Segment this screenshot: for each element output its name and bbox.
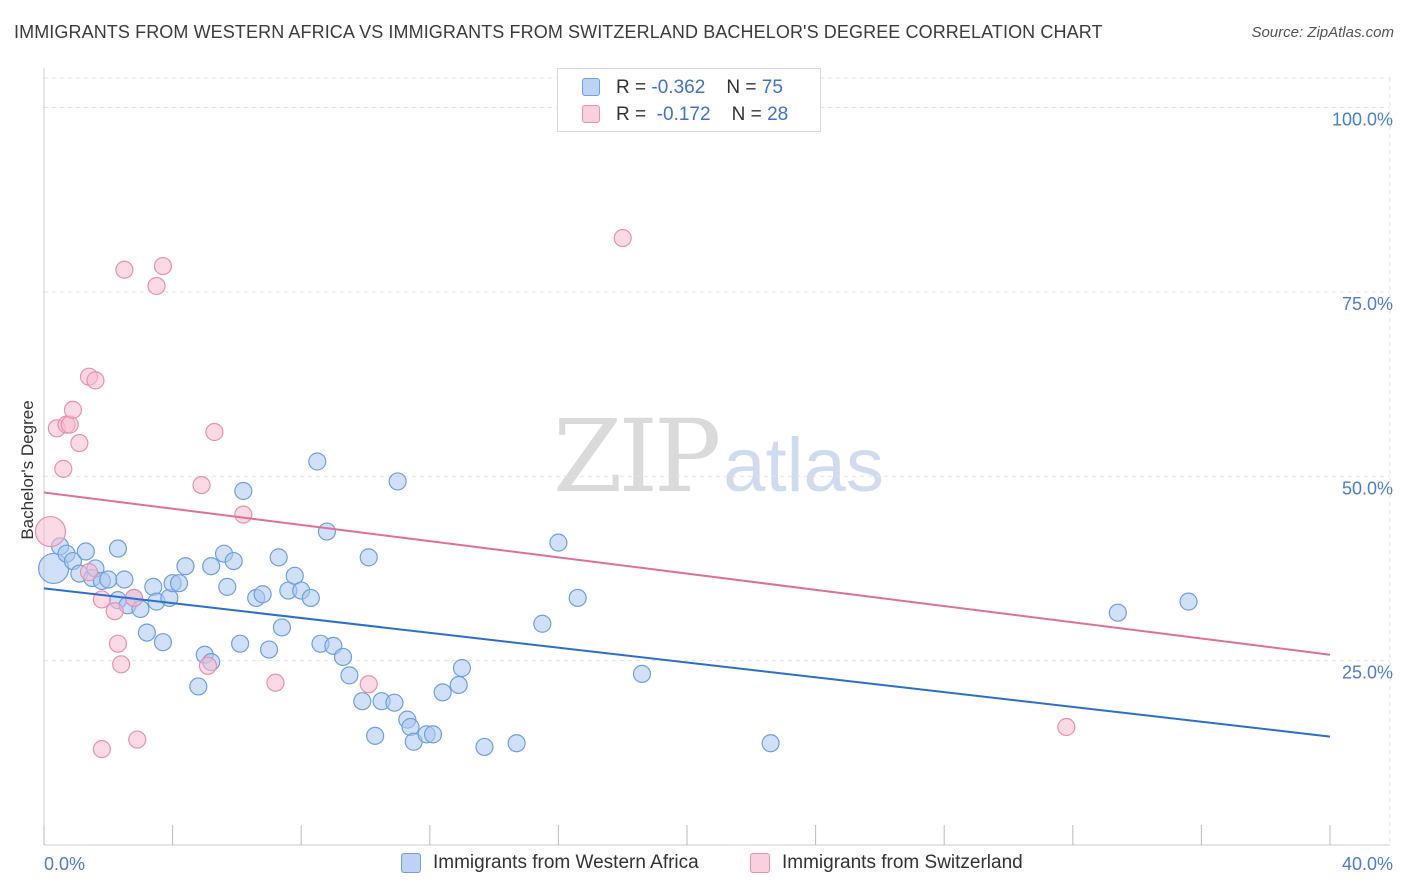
data-point-western-africa — [115, 570, 134, 589]
data-point-western-africa — [317, 522, 337, 541]
legend-n-label: N = — [731, 104, 762, 125]
data-point-western-africa — [272, 618, 292, 637]
y-axis-label: Bachelor's Degree — [18, 400, 37, 540]
watermark: ZIPatlas — [553, 398, 884, 515]
data-point-western-africa — [108, 539, 128, 558]
y-tick-label: 100.0% — [1332, 110, 1393, 130]
data-point-western-africa — [1179, 592, 1198, 611]
data-point-western-africa — [76, 542, 95, 561]
data-point-western-africa — [153, 633, 173, 652]
data-point-western-africa — [549, 533, 568, 552]
data-point-western-africa — [231, 634, 250, 653]
correlation-legend: R = -0.362 N = 75 R = -0.172 N = 28 — [557, 68, 821, 132]
legend-n-value: 28 — [767, 104, 789, 125]
legend-n-value: 75 — [761, 77, 783, 98]
data-point-western-africa — [259, 640, 279, 659]
data-point-western-africa — [353, 692, 372, 711]
legend-label-switzerland: Immigrants from Switzerland — [782, 852, 1023, 873]
data-point-switzerland — [234, 505, 253, 524]
data-point-western-africa — [234, 481, 253, 501]
data-point-switzerland — [63, 400, 83, 419]
data-point-switzerland — [192, 476, 211, 495]
y-tick-label: 75.0% — [1342, 294, 1393, 314]
chart-title: IMMIGRANTS FROM WESTERN AFRICA VS IMMIGR… — [14, 22, 1103, 42]
data-point-switzerland — [153, 256, 173, 276]
legend-swatch-pink — [582, 105, 600, 123]
data-point-switzerland — [266, 673, 285, 692]
trend-line-western-africa — [43, 587, 1331, 738]
legend-r-value: -0.172 — [656, 104, 711, 125]
data-point-western-africa — [333, 647, 353, 667]
data-point-switzerland — [198, 656, 218, 675]
data-point-western-africa — [568, 588, 587, 608]
legend-swatch-blue — [401, 853, 421, 873]
data-point-western-africa — [1108, 603, 1127, 622]
data-point-western-africa — [533, 614, 552, 633]
x-tick-label-min: 0.0% — [44, 854, 85, 874]
data-point-western-africa — [308, 452, 327, 471]
watermark-zip: ZIP — [553, 398, 721, 515]
data-point-switzerland — [128, 730, 147, 749]
data-point-western-africa — [452, 658, 472, 678]
data-point-western-africa — [137, 623, 156, 642]
data-point-switzerland — [86, 371, 105, 390]
data-point-western-africa — [176, 557, 195, 576]
data-point-switzerland — [359, 675, 378, 694]
legend-n-label: N = — [726, 77, 757, 98]
y-tick-label: 25.0% — [1342, 663, 1393, 683]
data-point-switzerland — [105, 602, 124, 621]
data-point-switzerland — [108, 634, 128, 653]
data-point-switzerland — [147, 276, 166, 296]
data-point-switzerland — [613, 228, 632, 248]
data-point-switzerland — [92, 740, 111, 759]
data-point-western-africa — [507, 734, 526, 753]
data-point-western-africa — [388, 472, 407, 491]
data-point-western-africa — [144, 577, 163, 596]
data-point-western-africa — [269, 548, 288, 567]
data-point-western-africa — [433, 683, 452, 702]
data-point-western-africa — [449, 675, 468, 695]
data-point-switzerland — [112, 655, 131, 674]
data-point-switzerland — [54, 459, 73, 478]
legend-r-label: R = — [616, 77, 647, 98]
data-point-western-africa — [423, 725, 443, 744]
data-point-western-africa — [366, 726, 385, 745]
data-point-switzerland — [1057, 717, 1076, 737]
watermark-atlas: atlas — [723, 423, 884, 508]
trend-line-switzerland — [43, 491, 1331, 656]
data-point-switzerland — [79, 563, 99, 582]
data-point-switzerland — [34, 515, 67, 548]
legend-swatch-pink — [750, 853, 770, 873]
data-point-western-africa — [761, 734, 780, 753]
x-tick-label-max: 40.0% — [1342, 854, 1393, 874]
data-point-switzerland — [70, 433, 89, 453]
data-point-western-africa — [632, 664, 652, 684]
data-point-western-africa — [401, 717, 420, 737]
data-point-switzerland — [115, 260, 134, 279]
data-point-western-africa — [218, 577, 237, 596]
data-point-western-africa — [224, 551, 243, 571]
data-point-western-africa — [169, 574, 189, 593]
source-label: Source: ZipAtlas.com — [1251, 24, 1394, 41]
legend-r-label: R = — [616, 104, 647, 125]
data-point-western-africa — [202, 557, 221, 576]
data-point-western-africa — [475, 737, 494, 757]
data-point-western-africa — [359, 548, 378, 567]
data-point-western-africa — [385, 693, 404, 712]
legend-label-western-africa: Immigrants from Western Africa — [433, 852, 699, 873]
data-point-western-africa — [99, 570, 118, 589]
data-point-western-africa — [189, 677, 208, 696]
data-point-western-africa — [301, 588, 320, 608]
data-point-switzerland — [60, 415, 79, 434]
data-point-switzerland — [205, 422, 224, 442]
legend-swatch-blue — [582, 78, 600, 96]
y-tick-label: 50.0% — [1342, 478, 1393, 498]
data-point-western-africa — [253, 585, 272, 604]
legend-r-value: -0.362 — [651, 77, 706, 98]
data-point-western-africa — [340, 666, 359, 685]
